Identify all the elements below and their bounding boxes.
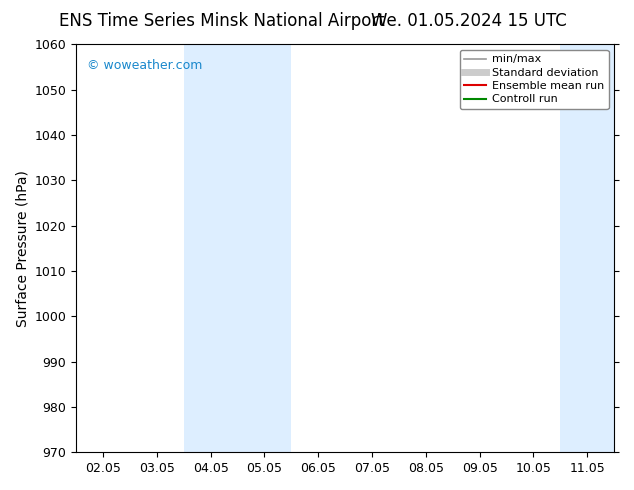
Bar <box>560 45 614 452</box>
Text: ENS Time Series Minsk National Airport: ENS Time Series Minsk National Airport <box>59 12 385 30</box>
Text: © woweather.com: © woweather.com <box>87 59 202 72</box>
Legend: min/max, Standard deviation, Ensemble mean run, Controll run: min/max, Standard deviation, Ensemble me… <box>460 50 609 109</box>
Bar <box>184 45 292 452</box>
Y-axis label: Surface Pressure (hPa): Surface Pressure (hPa) <box>15 170 29 327</box>
Text: We. 01.05.2024 15 UTC: We. 01.05.2024 15 UTC <box>372 12 567 30</box>
